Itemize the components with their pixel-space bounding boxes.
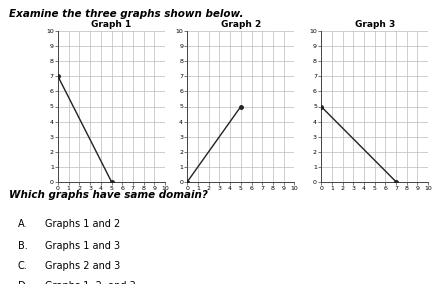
Text: A.: A. — [18, 219, 27, 229]
Text: Graphs 1, 2, and 3: Graphs 1, 2, and 3 — [45, 281, 135, 284]
Text: Graphs 1 and 2: Graphs 1 and 2 — [45, 219, 120, 229]
Text: Examine the three graphs shown below.: Examine the three graphs shown below. — [9, 9, 244, 18]
Text: C.: C. — [18, 261, 28, 271]
Title: Graph 1: Graph 1 — [91, 20, 132, 29]
Text: B.: B. — [18, 241, 28, 251]
Text: Graphs 2 and 3: Graphs 2 and 3 — [45, 261, 120, 271]
Text: D.: D. — [18, 281, 29, 284]
Text: Which graphs have same domain?: Which graphs have same domain? — [9, 190, 208, 200]
Title: Graph 2: Graph 2 — [221, 20, 261, 29]
Title: Graph 3: Graph 3 — [355, 20, 395, 29]
Text: Graphs 1 and 3: Graphs 1 and 3 — [45, 241, 120, 251]
